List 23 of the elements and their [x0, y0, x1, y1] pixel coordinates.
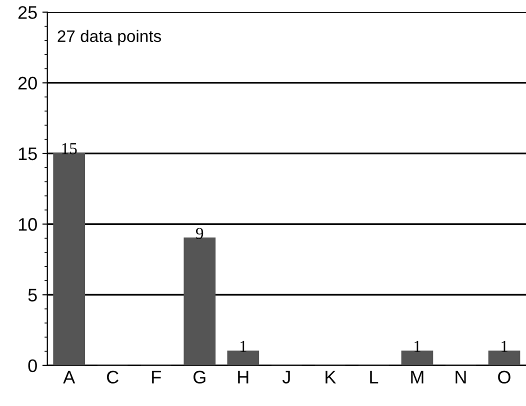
y-tick-label: 5 [28, 288, 37, 302]
y-tick-label: 25 [18, 6, 37, 19]
x-tick-label: G [194, 370, 206, 384]
x-tick-label: H [238, 370, 248, 384]
x-tick-label: F [152, 370, 161, 384]
data-label: 15 [62, 143, 77, 154]
y-tick-label: 0 [28, 359, 37, 372]
x-tick-label: A [63, 370, 76, 384]
data-label: 1 [240, 340, 246, 352]
y-tick-label: 20 [18, 76, 37, 90]
x-tick-label: O [498, 370, 510, 384]
data-label: 9 [196, 228, 204, 240]
data-label: 1 [414, 340, 420, 352]
x-tick-label: J [282, 370, 290, 384]
x-tick-label: M [411, 370, 424, 384]
x-tick-label: N [456, 370, 466, 384]
annotation: 27 data points [58, 30, 162, 46]
data-label: 1 [502, 340, 508, 352]
x-tick-label: L [370, 370, 378, 384]
x-tick-label: C [107, 370, 118, 384]
y-tick-label: 10 [18, 218, 37, 231]
x-tick-label: K [326, 370, 336, 384]
y-tick-label: 15 [18, 148, 37, 160]
